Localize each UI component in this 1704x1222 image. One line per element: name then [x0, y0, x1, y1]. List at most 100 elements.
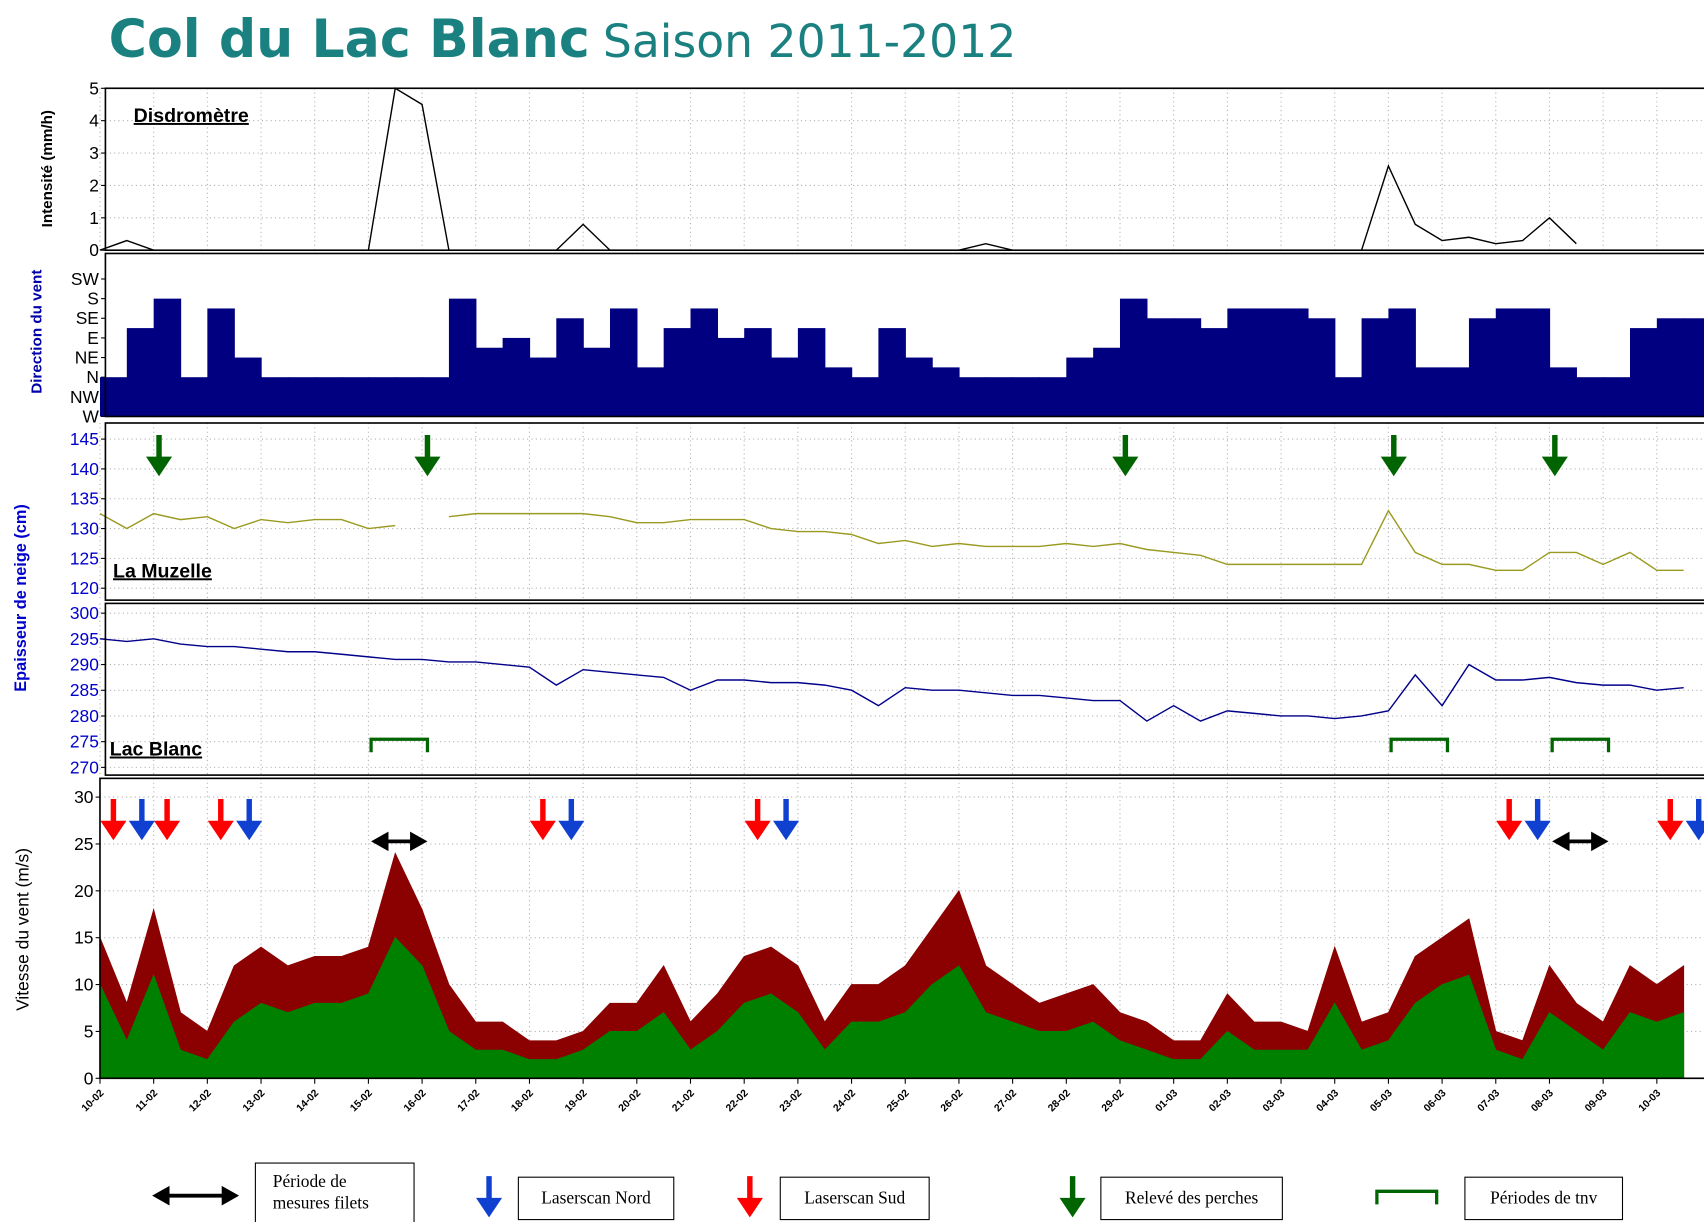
y-tick-label: 300 — [70, 603, 99, 623]
legend-label: Périodes de tnv — [1490, 1189, 1598, 1208]
y-tick-label: W — [82, 406, 99, 426]
y-axis-label: Direction du vent — [28, 270, 45, 394]
bar — [797, 328, 826, 417]
bar — [1576, 377, 1604, 417]
bar — [717, 337, 745, 417]
laserscan-sud-arrow — [154, 799, 181, 841]
bar — [690, 308, 719, 417]
bar — [287, 377, 316, 417]
y-tick-label: 275 — [70, 732, 99, 752]
legend-label: Relevé des perches — [1124, 1189, 1259, 1208]
y-tick-label: S — [87, 289, 99, 309]
bar — [422, 377, 450, 417]
y-tick-label: 120 — [70, 578, 99, 598]
series-line — [99, 638, 1684, 722]
legend-box — [254, 1162, 415, 1222]
legend-box — [1464, 1176, 1624, 1221]
bar — [1334, 377, 1363, 417]
bar — [1146, 318, 1175, 417]
bar — [958, 377, 987, 417]
bar — [744, 328, 772, 417]
y-tick-label: 10 — [74, 975, 93, 995]
bar — [878, 328, 906, 417]
laserscan-sud-arrow — [100, 799, 127, 841]
panel-title: Lac Blanc — [110, 739, 202, 761]
bar — [1415, 367, 1443, 417]
series-line — [99, 509, 1684, 572]
bar — [314, 377, 343, 417]
y-tick-label: SW — [71, 269, 100, 289]
bar — [905, 357, 933, 417]
series-area — [99, 936, 1685, 1079]
perche-arrow — [1541, 434, 1568, 477]
bar — [1683, 318, 1704, 417]
y-tick-label: 145 — [70, 429, 99, 449]
y-tick-label: 15 — [74, 928, 93, 948]
panel-title: Disdromètre — [134, 105, 249, 127]
tnv-bracket — [1550, 737, 1611, 753]
y-tick-label: 2 — [89, 175, 99, 195]
y-tick-label: 270 — [70, 757, 99, 777]
bar — [1468, 318, 1497, 417]
bar — [475, 347, 504, 417]
y-tick-label: 3 — [89, 143, 99, 163]
bar — [529, 357, 557, 417]
y-tick-label: 140 — [70, 459, 99, 479]
laserscan-nord-arrow — [128, 799, 155, 841]
bar — [771, 357, 799, 417]
laserscan-sud-arrow — [1496, 799, 1523, 841]
bar — [1361, 318, 1390, 417]
bar — [1200, 328, 1229, 417]
y-tick-label: 25 — [74, 834, 93, 854]
y-tick-label: NE — [75, 348, 99, 368]
y-tick-label: NW — [70, 387, 100, 407]
legend-label: Laserscan Nord — [541, 1189, 651, 1208]
bar — [1254, 308, 1282, 417]
y-tick-label: 295 — [70, 629, 99, 649]
legend-symbol-head — [152, 1185, 240, 1206]
legend-label: Période de mesures filets — [272, 1173, 369, 1213]
y-tick-label: 280 — [70, 706, 99, 726]
y-tick-label: 130 — [70, 519, 99, 539]
plot-frame — [104, 602, 1704, 776]
y-tick-label: 5 — [84, 1021, 94, 1041]
y-tick-label: 285 — [70, 680, 99, 700]
bar — [502, 337, 531, 417]
y-axis-label: Intensité (mm/h) — [39, 110, 56, 227]
bar — [1307, 318, 1336, 417]
bar — [1549, 367, 1577, 417]
bar — [851, 377, 880, 417]
legend-box — [517, 1176, 675, 1221]
laserscan-sud-arrow — [744, 799, 771, 841]
laserscan-sud-arrow — [1657, 799, 1684, 841]
bar — [556, 318, 584, 417]
tnv-bracket — [1389, 737, 1450, 753]
bar — [341, 377, 370, 417]
y-tick-label: 0 — [89, 240, 99, 260]
snow-y-axis-label: Epaisseur de neige (cm) — [12, 504, 30, 691]
bar — [126, 328, 155, 417]
bar — [153, 298, 182, 417]
perche-arrow — [414, 434, 441, 477]
subtitle: Saison 2011-2012 — [603, 15, 1016, 68]
legend-box — [779, 1176, 930, 1221]
y-tick-label: 290 — [70, 655, 99, 675]
perche-arrow — [1112, 434, 1139, 477]
laserscan-nord-arrow — [773, 799, 800, 841]
bar — [636, 367, 665, 417]
panel-title: La Muzelle — [113, 560, 212, 582]
legend-box — [1100, 1176, 1283, 1221]
bar — [932, 367, 960, 417]
bar — [1442, 367, 1470, 417]
bar — [99, 377, 128, 417]
bar — [1629, 328, 1658, 417]
bar — [1012, 377, 1041, 417]
bar — [1093, 347, 1121, 417]
bar — [609, 308, 638, 417]
legend-symbol — [1375, 1189, 1439, 1205]
bar — [1066, 357, 1094, 417]
bar — [663, 328, 692, 417]
bar — [1173, 318, 1202, 417]
y-tick-label: 5 — [89, 78, 99, 98]
